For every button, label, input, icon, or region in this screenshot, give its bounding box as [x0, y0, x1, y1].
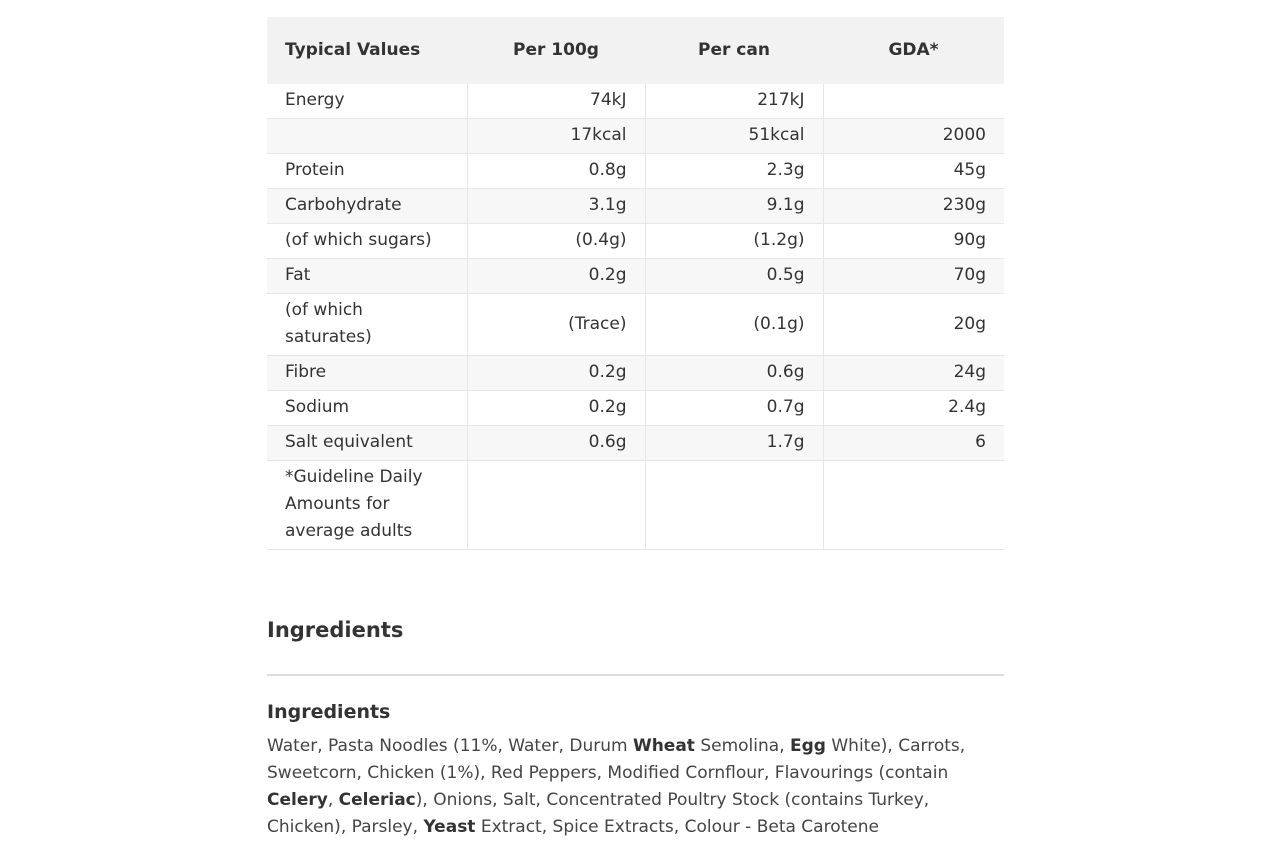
ingredients-text-part: Semolina,: [694, 736, 790, 756]
value-gda: 24g: [822, 355, 1004, 391]
table-row: Fat 0.2g 0.5g 70g: [267, 258, 1004, 294]
value-gda: 45g: [822, 153, 1004, 189]
allergen-celeriac: Celeriac: [338, 790, 416, 810]
value-per-100g: 3.1g: [466, 188, 645, 224]
value-per-100g: [466, 460, 645, 550]
value-gda: 230g: [822, 188, 1004, 224]
value-per-can: [644, 460, 823, 550]
value-per-100g: 0.2g: [466, 390, 645, 426]
header-per-can: Per can: [645, 17, 823, 84]
value-gda: 20g: [822, 293, 1004, 356]
table-row: 17kcal 51kcal 2000: [267, 118, 1004, 154]
ingredients-subheading: Ingredients: [267, 701, 391, 723]
ingredients-list: Water, Pasta Noodles (11%, Water, Durum …: [267, 733, 1004, 841]
ingredients-text-part: Water, Pasta Noodles (11%, Water, Durum: [267, 736, 633, 756]
table-row: (of which sugars) (0.4g) (1.2g) 90g: [267, 223, 1004, 259]
table-row: (of which saturates) (Trace) (0.1g) 20g: [267, 293, 1004, 356]
gda-footnote: *Guideline Daily Amounts for average adu…: [267, 460, 467, 550]
value-per-can: 217kJ: [644, 84, 823, 119]
value-per-100g: 0.2g: [466, 355, 645, 391]
value-per-can: 2.3g: [644, 153, 823, 189]
table-row: *Guideline Daily Amounts for average adu…: [267, 460, 1004, 550]
value-gda: 2.4g: [822, 390, 1004, 426]
value-per-can: 51kcal: [644, 118, 823, 154]
allergen-yeast: Yeast: [423, 817, 476, 837]
product-details: Typical Values Per 100g Per can GDA* Ene…: [267, 17, 1004, 841]
value-per-100g: (0.4g): [466, 223, 645, 259]
row-label: Salt equivalent: [267, 425, 467, 461]
value-per-can: 0.5g: [644, 258, 823, 294]
table-row: Sodium 0.2g 0.7g 2.4g: [267, 390, 1004, 426]
value-per-can: 1.7g: [644, 425, 823, 461]
section-divider: [267, 674, 1004, 676]
header-typical-values: Typical Values: [267, 17, 467, 84]
value-per-100g: 0.2g: [466, 258, 645, 294]
table-row: Fibre 0.2g 0.6g 24g: [267, 355, 1004, 391]
table-row: Salt equivalent 0.6g 1.7g 6: [267, 425, 1004, 461]
row-label: Protein: [267, 153, 467, 189]
row-label: Carbohydrate: [267, 188, 467, 224]
row-label: Energy: [267, 84, 467, 119]
header-per-100g: Per 100g: [467, 17, 645, 84]
value-per-100g: 17kcal: [466, 118, 645, 154]
row-label: Fibre: [267, 355, 467, 391]
header-gda: GDA*: [823, 17, 1004, 84]
value-per-100g: 74kJ: [466, 84, 645, 119]
value-per-can: (0.1g): [644, 293, 823, 356]
value-per-100g: 0.6g: [466, 425, 645, 461]
value-per-can: 0.7g: [644, 390, 823, 426]
ingredients-text-part: ,: [327, 790, 339, 810]
row-label: Fat: [267, 258, 467, 294]
allergen-wheat: Wheat: [632, 736, 695, 756]
ingredients-text-part: White), Carrots, Sweetcorn, Chicken (1%)…: [267, 736, 966, 783]
ingredients-section-heading: Ingredients: [267, 618, 404, 642]
table-row: Carbohydrate 3.1g 9.1g 230g: [267, 188, 1004, 224]
value-per-can: (1.2g): [644, 223, 823, 259]
table-row: Protein 0.8g 2.3g 45g: [267, 153, 1004, 189]
allergen-celery: Celery: [267, 790, 328, 810]
value-gda: [822, 84, 1004, 119]
ingredients-text-part: ), Onions, Salt, Concentrated Poultry St…: [267, 790, 930, 837]
row-label: (of which saturates): [267, 293, 467, 356]
value-per-100g: 0.8g: [466, 153, 645, 189]
value-per-100g: (Trace): [466, 293, 645, 356]
value-gda: 2000: [822, 118, 1004, 154]
row-label: (of which sugars): [267, 223, 467, 259]
ingredients-text-part: Extract, Spice Extracts, Colour - Beta C…: [475, 817, 879, 837]
value-gda: 6: [822, 425, 1004, 461]
value-gda: [822, 460, 1004, 550]
value-gda: 90g: [822, 223, 1004, 259]
value-per-can: 0.6g: [644, 355, 823, 391]
nutrition-table: Typical Values Per 100g Per can GDA* Ene…: [267, 17, 1004, 550]
row-label: [267, 118, 467, 154]
nutrition-header-row: Typical Values Per 100g Per can GDA*: [267, 17, 1004, 84]
allergen-egg: Egg: [790, 736, 826, 756]
table-row: Energy 74kJ 217kJ: [267, 84, 1004, 119]
row-label: Sodium: [267, 390, 467, 426]
value-per-can: 9.1g: [644, 188, 823, 224]
value-gda: 70g: [822, 258, 1004, 294]
